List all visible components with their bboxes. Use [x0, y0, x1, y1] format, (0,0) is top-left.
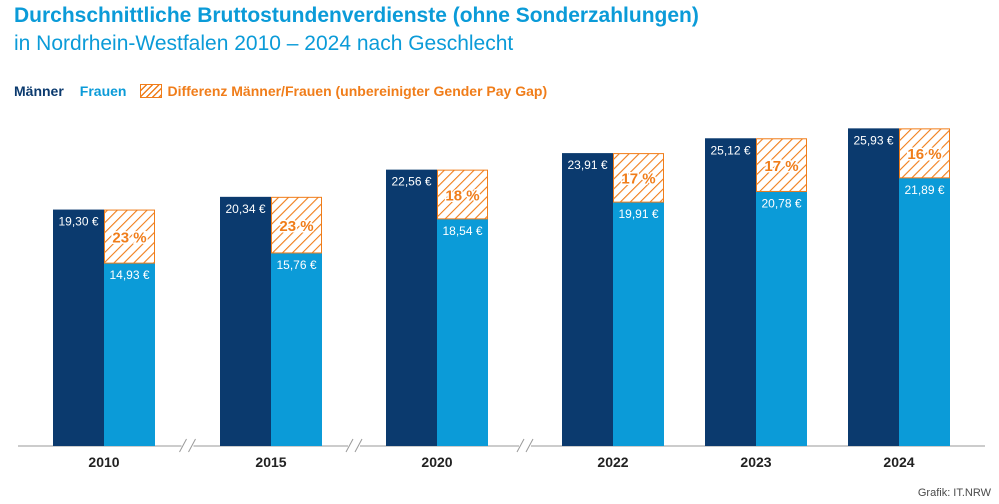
- bar-gap-2022: [613, 153, 664, 203]
- x-tick-2023: 2023: [740, 454, 771, 470]
- bar-women-2022: [613, 202, 664, 446]
- bar-women-2024: [899, 177, 950, 446]
- label-women-2010: 14,93 €: [109, 268, 149, 282]
- label-gap-2022: 17 %: [621, 171, 655, 188]
- bar-men-2022: [562, 153, 613, 447]
- label-gap-2020: 18 %: [445, 187, 479, 204]
- bar-women-2023: [756, 191, 807, 446]
- legend: Männer Frauen Differenz Männer/Frauen (u…: [14, 80, 547, 102]
- label-women-2023: 20,78 €: [761, 196, 801, 210]
- bar-gap-2015: [271, 196, 322, 254]
- bar-gap-2024: [899, 128, 950, 179]
- label-women-2020: 18,54 €: [442, 224, 482, 238]
- bar-gap-2010: [104, 209, 155, 264]
- label-gap-2015: 23 %: [279, 218, 313, 235]
- label-men-2010: 19,30 €: [58, 215, 98, 229]
- x-tick-2022: 2022: [597, 454, 628, 470]
- axis-break-mark: [525, 438, 534, 453]
- bar-women-2020: [437, 218, 488, 446]
- bar-men-2024: [848, 128, 899, 447]
- legend-men: Männer: [14, 83, 64, 99]
- chart-subtitle: in Nordrhein-Westfalen 2010 – 2024 nach …: [14, 32, 514, 55]
- label-men-2022: 23,91 €: [567, 158, 607, 172]
- label-men-2020: 22,56 €: [391, 175, 431, 189]
- bar-men-2010: [53, 209, 104, 446]
- bar-men-2015: [220, 196, 271, 446]
- label-gap-2010: 23 %: [112, 229, 146, 246]
- label-men-2023: 25,12 €: [710, 143, 750, 157]
- bar-men-2020: [386, 169, 437, 446]
- x-tick-2010: 2010: [88, 454, 119, 470]
- x-tick-2015: 2015: [255, 454, 286, 470]
- chart-title: Durchschnittliche Bruttostundenverdienst…: [14, 4, 699, 27]
- label-men-2024: 25,93 €: [853, 133, 893, 147]
- legend-hatch-swatch: [140, 84, 163, 98]
- label-women-2015: 15,76 €: [276, 258, 316, 272]
- axis-break-mark: [354, 438, 363, 453]
- source-credit: Grafik: IT.NRW: [917, 487, 991, 499]
- axis-break-mark: [345, 438, 354, 453]
- label-gap-2024: 16 %: [907, 146, 941, 163]
- label-men-2015: 20,34 €: [225, 202, 265, 216]
- bar-women-2010: [104, 263, 155, 446]
- axis-break-mark: [179, 438, 187, 453]
- legend-difference: Differenz Männer/Frauen (unbereinigter G…: [167, 83, 548, 99]
- x-tick-2024: 2024: [883, 454, 914, 470]
- label-gap-2023: 17 %: [764, 158, 798, 175]
- bar-gap-2020: [437, 169, 488, 220]
- axis-break-mark: [188, 438, 196, 453]
- label-women-2024: 21,89 €: [904, 183, 944, 197]
- legend-women: Frauen: [79, 83, 127, 99]
- bar-women-2015: [271, 252, 322, 446]
- label-women-2022: 19,91 €: [618, 207, 658, 221]
- bar-gap-2023: [756, 138, 807, 192]
- axis-break-mark: [516, 438, 525, 453]
- x-tick-2020: 2020: [421, 454, 452, 470]
- bar-men-2023: [705, 138, 756, 446]
